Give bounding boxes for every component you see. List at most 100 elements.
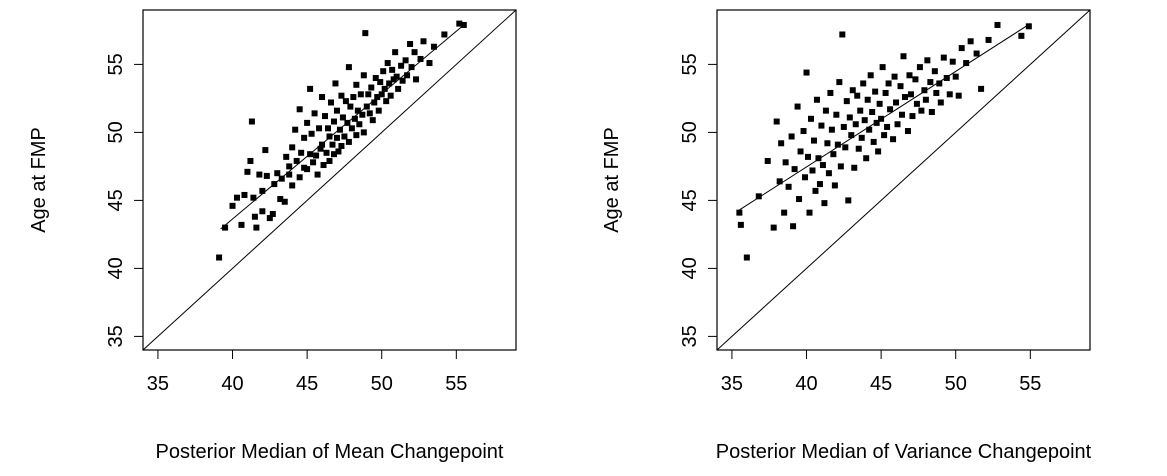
data-point <box>881 132 888 139</box>
data-point <box>873 119 880 126</box>
data-point <box>810 137 817 144</box>
data-point <box>858 134 865 141</box>
data-point <box>320 162 327 169</box>
data-point <box>345 138 352 145</box>
data-point <box>319 141 326 148</box>
y-tick-label: 55 <box>105 53 127 75</box>
data-point <box>940 54 947 61</box>
data-point <box>788 133 795 140</box>
y-tick-label: 50 <box>105 121 127 143</box>
data-point <box>807 115 814 122</box>
data-point <box>307 151 314 158</box>
data-point <box>289 182 296 189</box>
data-point <box>262 147 269 154</box>
data-point <box>800 128 807 135</box>
data-point <box>924 57 931 64</box>
data-point <box>921 87 928 94</box>
data-point <box>338 92 345 99</box>
data-point <box>336 126 343 133</box>
data-point <box>353 132 360 139</box>
data-point <box>368 84 375 91</box>
data-point <box>266 215 273 222</box>
data-point <box>350 94 357 101</box>
data-point <box>806 209 813 216</box>
data-point <box>351 115 358 122</box>
data-point <box>404 72 411 79</box>
data-point <box>238 221 245 228</box>
data-point <box>277 196 284 203</box>
data-point <box>325 125 332 132</box>
data-point <box>833 111 840 118</box>
data-point <box>330 151 337 158</box>
data-point <box>345 64 352 71</box>
data-point <box>827 89 834 96</box>
data-point <box>958 45 965 52</box>
data-point <box>927 79 934 86</box>
data-point <box>794 103 801 110</box>
data-point <box>323 149 330 156</box>
data-point <box>845 197 852 204</box>
data-point <box>253 224 260 231</box>
data-point <box>395 85 402 92</box>
data-point <box>381 85 388 92</box>
data-point <box>393 73 400 80</box>
data-point <box>460 21 467 28</box>
data-point <box>296 106 303 113</box>
data-point <box>890 136 897 143</box>
data-point <box>411 49 418 56</box>
identity-line <box>142 9 517 351</box>
data-point <box>441 31 448 38</box>
data-point <box>408 64 415 71</box>
data-point <box>263 172 270 179</box>
y-tick-label: 50 <box>679 121 701 143</box>
data-point <box>247 157 254 164</box>
data-point <box>375 107 382 114</box>
data-point <box>222 224 229 231</box>
data-point <box>269 211 276 217</box>
data-point <box>383 98 390 105</box>
plot-panel-1: 35 40 45 50 55 35 40 45 50 55 Posterior Median of … <box>28 9 517 463</box>
identity-line <box>716 9 1091 351</box>
data-point <box>773 118 780 125</box>
data-point <box>387 92 394 99</box>
x-axis-label: Posterior Median of Variance Changepoint <box>716 441 1092 463</box>
data-point <box>834 141 841 148</box>
data-point <box>360 72 367 79</box>
data-point <box>861 117 868 124</box>
data-point <box>781 209 788 216</box>
data-point <box>836 79 843 86</box>
data-point <box>360 129 367 136</box>
data-point <box>821 200 828 207</box>
data-point <box>854 92 861 99</box>
x-tick-label: 50 <box>945 373 967 395</box>
data-point <box>357 91 364 98</box>
data-point <box>848 132 855 139</box>
data-point <box>778 140 785 147</box>
data-point <box>815 155 822 162</box>
data-point <box>399 77 406 84</box>
data-point <box>241 191 248 198</box>
data-point <box>828 126 835 133</box>
data-point <box>937 99 944 106</box>
data-point <box>949 58 956 65</box>
data-point <box>398 62 405 69</box>
data-point <box>417 55 424 62</box>
data-point <box>430 43 437 50</box>
data-point <box>283 153 290 160</box>
data-point <box>893 99 900 106</box>
data-point <box>229 202 236 209</box>
data-point <box>839 31 846 38</box>
data-point <box>365 91 372 98</box>
data-point <box>413 76 420 83</box>
x-tick-label: 40 <box>795 373 817 395</box>
x-tick-label: 50 <box>371 373 393 395</box>
y-axis-label: Age at FMP <box>601 127 623 233</box>
data-point <box>278 175 285 182</box>
data-point <box>339 114 346 121</box>
data-point <box>374 94 381 101</box>
data-point <box>830 151 837 158</box>
data-point <box>812 187 819 194</box>
data-point <box>335 148 342 155</box>
data-point <box>274 170 281 177</box>
y-axis-label: Age at FMP <box>28 127 50 233</box>
